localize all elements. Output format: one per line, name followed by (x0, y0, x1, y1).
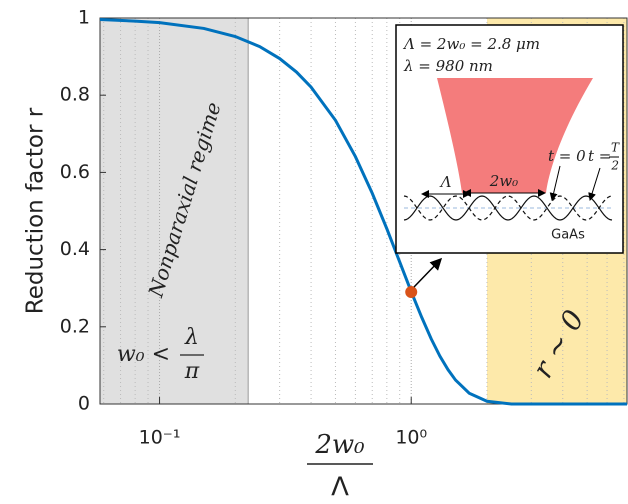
y-tick-label: 0.2 (60, 315, 90, 337)
y-axis-label: Reduction factor r (23, 107, 49, 314)
x-tick-label: 10⁻¹ (139, 427, 181, 449)
pointer (549, 165, 561, 201)
inset-text: 2 (610, 159, 619, 173)
inset-text: Λ = 2w₀ = 2.8 μm (402, 35, 540, 53)
pointer (588, 167, 601, 201)
marker (405, 286, 418, 299)
y-tick-label: 1 (78, 7, 90, 29)
x-tick-label: 10⁰ (395, 427, 427, 449)
inset-text: λ = 980 nm (403, 57, 493, 75)
region-condition: w₀ < (117, 342, 170, 367)
line (99, 18, 627, 406)
inset-text: t = (588, 147, 611, 165)
inset-text: Λ (439, 173, 452, 191)
region (100, 18, 249, 404)
inset: Λ = 2w₀ = 2.8 μm λ = 980 nm Λ 2w₀ t = 0 … (395, 24, 624, 254)
x-label-denominator: Λ (331, 473, 349, 503)
condition-num: λ (184, 325, 199, 350)
wave (403, 195, 613, 221)
inset-text: 2w₀ (489, 172, 518, 190)
inset-text: T (611, 141, 620, 155)
plot-frame (99, 17, 628, 405)
beam (437, 78, 593, 193)
x-label-numerator: 2w₀ (314, 430, 365, 460)
y-tick-label: 0 (78, 393, 90, 415)
inset-text: t = 0 (548, 147, 586, 165)
inset-text: GaAs (551, 228, 585, 243)
y-tick-label: 0.8 (60, 84, 90, 106)
y-tick-label: 0.4 (60, 238, 90, 260)
condition-den: π (184, 359, 200, 384)
y-tick-label: 0.6 (60, 161, 90, 183)
callout-arrow (413, 257, 443, 288)
